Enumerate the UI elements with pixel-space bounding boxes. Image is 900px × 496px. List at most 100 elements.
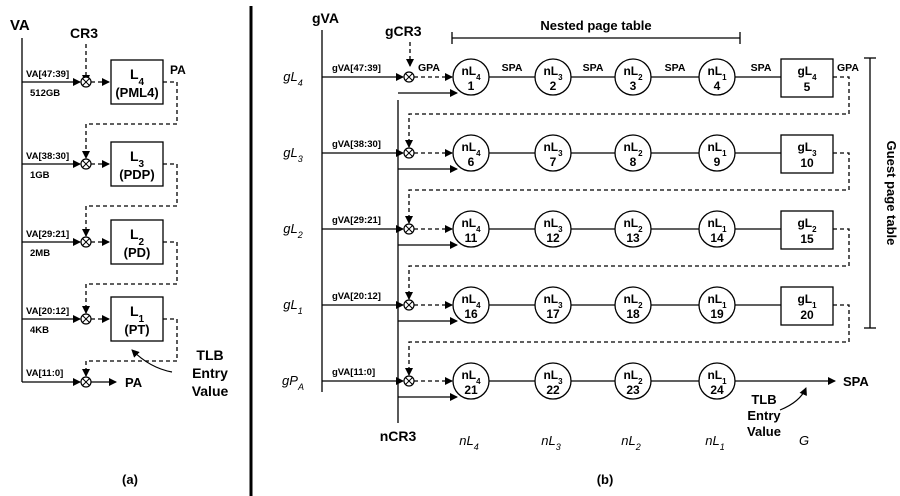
label-subscript: 4 xyxy=(476,225,481,234)
step-number: 10 xyxy=(800,156,814,170)
table-output-path xyxy=(82,81,178,159)
nested-column-label: nL1 xyxy=(705,433,724,452)
tlb-note-line: Entry xyxy=(747,408,781,423)
nested-table-title: Nested page table xyxy=(540,18,651,33)
label-subscript: 2 xyxy=(638,301,643,310)
nested-level-label: nL4 xyxy=(461,64,481,82)
label-base: nL xyxy=(461,216,476,230)
label-subscript: 1 xyxy=(812,301,817,310)
va-field-label: VA[38:30] xyxy=(26,151,69,162)
guest-output-path xyxy=(405,76,850,148)
xor-cross xyxy=(405,149,413,157)
tlb-arrow xyxy=(779,387,807,411)
nested-level-label: nL2 xyxy=(623,368,643,386)
address-adder xyxy=(80,236,92,248)
address-adder xyxy=(80,158,92,170)
guest-level-label: gPA xyxy=(282,373,304,392)
address-adder xyxy=(80,313,92,325)
guest-output-path xyxy=(405,152,850,224)
guest-box-level: gL2 xyxy=(797,216,817,234)
label-base: nL xyxy=(623,140,638,154)
label-subscript: 2 xyxy=(638,377,643,386)
nested-level-label: nL2 xyxy=(623,292,643,310)
label-subscript: 3 xyxy=(558,149,563,158)
page-table-level: L1 xyxy=(130,303,145,325)
gva-field-label: gVA[29:21] xyxy=(332,215,381,226)
spa-label: SPA xyxy=(502,62,523,74)
spa-label: SPA xyxy=(665,62,686,74)
label-base: nL xyxy=(543,140,558,154)
guest-table-box xyxy=(780,134,834,174)
label-base: nL xyxy=(461,292,476,306)
panel-b-nested-walk: gVA gCR3 Nested page table Guest page table… xyxy=(282,10,899,487)
label-base: gL xyxy=(797,216,812,230)
va-field-label: VA[29:21] xyxy=(26,229,69,240)
tlb-note-line: Entry xyxy=(192,365,228,381)
xor-cross xyxy=(82,378,90,386)
label-base: L xyxy=(130,303,139,319)
step-number: 12 xyxy=(546,231,560,245)
label-subscript: 1 xyxy=(722,301,727,310)
step-number: 14 xyxy=(710,231,724,245)
label-subscript: 4 xyxy=(476,149,481,158)
label-base: gL xyxy=(283,297,297,312)
spa-label: SPA xyxy=(583,62,604,74)
step-number: 1 xyxy=(468,79,475,93)
label-subscript: 1 xyxy=(298,306,303,316)
label-base: gL xyxy=(797,292,812,306)
label-base: gL xyxy=(283,221,297,236)
table-output-path xyxy=(82,163,178,237)
xor-cross xyxy=(405,225,413,233)
label-base: gP xyxy=(282,373,298,388)
step-number: 17 xyxy=(546,307,560,321)
page-table-name: (PD) xyxy=(124,245,151,260)
nested-level-label: nL1 xyxy=(707,140,727,158)
label-base: L xyxy=(130,148,139,164)
pa-label: PA xyxy=(170,63,186,77)
guest-level-label: gL2 xyxy=(283,221,302,240)
step-number: 9 xyxy=(714,155,721,169)
spa-label: SPA xyxy=(751,62,772,74)
label-subscript: 3 xyxy=(558,377,563,386)
label-base: nL xyxy=(707,64,722,78)
step-number: 19 xyxy=(710,307,724,321)
label-subscript: 1 xyxy=(722,149,727,158)
guest-box-level: gL3 xyxy=(797,140,817,158)
tlb-note-line: TLB xyxy=(751,392,776,407)
label-base: nL xyxy=(543,368,558,382)
page-table-box xyxy=(110,59,164,105)
label-subscript: 4 xyxy=(476,301,481,310)
nested-level-label: nL1 xyxy=(707,216,727,234)
label-base: gL xyxy=(283,69,297,84)
label-subscript: 2 xyxy=(635,442,641,452)
label-base: nL xyxy=(707,368,722,382)
label-subscript: 2 xyxy=(139,237,145,248)
label-subscript: 2 xyxy=(638,73,643,82)
xor-cross xyxy=(82,238,90,246)
page-table-name: (PDP) xyxy=(119,167,154,182)
nested-level-label: nL4 xyxy=(461,292,481,310)
step-number: 16 xyxy=(464,307,478,321)
guest-level-label: gL1 xyxy=(283,297,302,316)
tlb-note-line: Value xyxy=(192,383,229,399)
page-size-label: 2MB xyxy=(30,248,50,259)
xor-cross xyxy=(405,301,413,309)
label-base: gL xyxy=(283,145,297,160)
step-number: 5 xyxy=(804,80,811,94)
page-table-box xyxy=(110,219,164,265)
label-base: L xyxy=(130,66,139,82)
nested-column-label: nL3 xyxy=(541,433,560,452)
gpa-adder xyxy=(403,147,415,159)
label-base: nL xyxy=(541,433,555,448)
guest-box-level: gL4 xyxy=(797,64,817,82)
page-size-label: 512GB xyxy=(30,88,60,99)
label-base: nL xyxy=(459,433,473,448)
guest-level-label: gL3 xyxy=(283,145,302,164)
nested-level-label: nL1 xyxy=(707,368,727,386)
gpa-label: GPA xyxy=(837,62,859,74)
label-subscript: 4 xyxy=(812,73,817,82)
step-number: 23 xyxy=(626,383,640,397)
label-subscript: 3 xyxy=(139,159,145,170)
page-table-level: L3 xyxy=(130,148,145,170)
